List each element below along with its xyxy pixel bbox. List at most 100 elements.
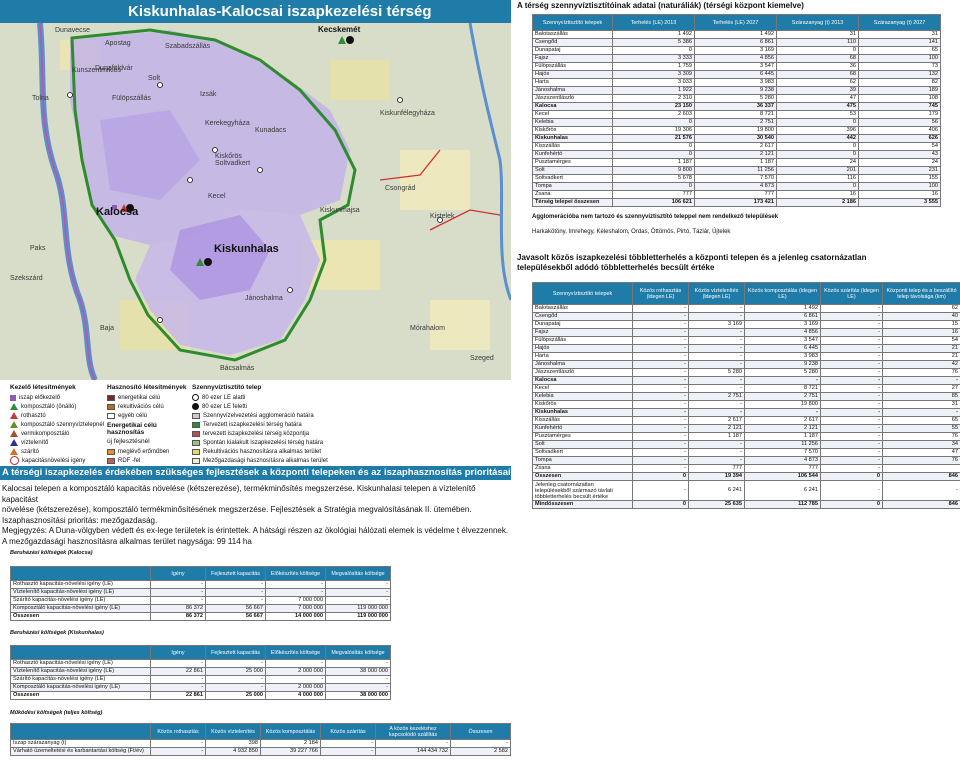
table-row: Kelebia 0 2 751 0 56 bbox=[532, 118, 941, 127]
triangle-icon bbox=[10, 448, 18, 455]
town-label: Kecel bbox=[208, 193, 226, 200]
legend-label: víztelenítő bbox=[21, 439, 49, 446]
table-row: Víztelenítő kapacitás-növelési igény (LE… bbox=[10, 667, 391, 676]
legend-subheading: új fejlesztésnél bbox=[107, 438, 150, 445]
table-cell: 24 bbox=[858, 158, 941, 167]
notes-title: A térségi iszapkezelés érdekében szükség… bbox=[0, 466, 511, 480]
row-label: Jánoshalma bbox=[532, 86, 613, 95]
table-row: Jászszentlászló 2 310 5 280 47 108 bbox=[532, 94, 941, 103]
table-cell: 85 bbox=[882, 392, 960, 401]
table-cell: 106 621 bbox=[612, 198, 695, 207]
table-cell: - bbox=[820, 368, 883, 377]
table-cell: 777 bbox=[612, 190, 695, 199]
table-cell: - bbox=[632, 312, 689, 321]
column-header: Szárazanyag (t) 2013 bbox=[776, 14, 859, 31]
table-cell: - bbox=[632, 432, 689, 441]
row-label: Pusztamérges bbox=[532, 432, 633, 441]
table-row: Kisszállás 0 2 617 0 54 bbox=[532, 142, 941, 151]
table-cell: - bbox=[205, 659, 266, 668]
table-row: Kiskunhalas 21 576 30 540 442 626 bbox=[532, 134, 941, 143]
town-label: Fülöpszállás bbox=[112, 95, 151, 102]
legend-item: iszap előkezelő bbox=[10, 393, 105, 402]
table-cell: 11 256 bbox=[744, 440, 821, 449]
legend-label: rekultivációs célú bbox=[118, 403, 164, 410]
wwtp-data-table: Szennyvíztisztító telepek Terhelés (LE) 2… bbox=[532, 14, 941, 207]
table-row: Komposztáló kapacitás-növelési igény (LE… bbox=[10, 604, 391, 613]
legend-item: szárító bbox=[10, 447, 105, 456]
table-cell: 15 bbox=[882, 320, 960, 329]
table-cell: 82 bbox=[858, 78, 941, 87]
table-cell: 5 280 bbox=[688, 368, 745, 377]
table-cell: 3 333 bbox=[612, 54, 695, 63]
row-label: Összesen bbox=[10, 612, 151, 621]
table-cell: 86 372 bbox=[150, 612, 206, 621]
table-cell: 2 186 bbox=[776, 198, 859, 207]
table-row: Térség telepei összesen 106 621 173 421 2 1… bbox=[532, 198, 941, 207]
legend-item: egyéb célú bbox=[107, 411, 192, 420]
table-cell: 2 617 bbox=[688, 416, 745, 425]
table-cell: 30 540 bbox=[694, 134, 777, 143]
table-cell: - bbox=[688, 376, 745, 385]
table-cell: 62 bbox=[882, 304, 960, 313]
table-row: Balotaszállás 1 492 1 492 31 31 bbox=[532, 30, 941, 39]
map-canvas[interactable]: Kecskemét Szabadszállás Dunavecse Apostag So… bbox=[0, 0, 511, 380]
row-label: Harta bbox=[532, 78, 613, 87]
table-cell: 21 bbox=[882, 344, 960, 353]
table-cell: 2 000 000 bbox=[265, 683, 326, 692]
table-cell: - bbox=[450, 739, 511, 748]
table-cell: 2 582 bbox=[450, 747, 511, 756]
table-cell: 4 000 000 bbox=[265, 691, 326, 700]
legend-heading: Hasznosító létesítmények bbox=[107, 384, 187, 391]
column-header: Közös szárítás (ldegen LE) bbox=[820, 282, 883, 305]
table-cell: - bbox=[265, 659, 326, 668]
table-cell: - bbox=[882, 408, 960, 417]
table-row: Kiskőrös 19 306 19 800 396 406 bbox=[532, 126, 941, 135]
table-row: Várható üzemeltetési és karbantartási kö… bbox=[10, 747, 511, 756]
row-label: Fülöpszállás bbox=[532, 336, 633, 345]
table-cell: - bbox=[375, 739, 451, 748]
table-cell: 27 bbox=[882, 384, 960, 393]
map-title: Kiskunhalas-Kalocsai iszapkezelési térsé… bbox=[0, 0, 511, 23]
town-label: Kunadacs bbox=[255, 127, 287, 134]
legend-item: RDF -fel bbox=[107, 456, 192, 465]
table2-wrapper: Szennyvíztisztító telepek Közös rothasztá… bbox=[532, 282, 960, 509]
legend-item: Szennyvízelvezetési agglomeráció határa bbox=[192, 411, 337, 420]
circle-icon bbox=[192, 394, 199, 401]
table-cell: 1 187 bbox=[694, 158, 777, 167]
table-cell: - bbox=[820, 480, 883, 501]
table-cell: 25 000 bbox=[205, 667, 266, 676]
column-header: Igény bbox=[150, 566, 206, 581]
legend-label: tervezett iszapkezelési térség központja bbox=[203, 430, 310, 437]
table-cell: 34 bbox=[882, 440, 960, 449]
table-cell: 6 861 bbox=[744, 312, 821, 321]
table-cell: 3 555 bbox=[858, 198, 941, 207]
table-row: Kunfehértó 0 2 121 0 43 bbox=[532, 150, 941, 159]
cost-kalocsa-wrapper: Igény Fejlesztett kapacitás Előkészítés kö… bbox=[10, 566, 391, 621]
legend-item: Rekultivációs hasznosításra alkalmas ter… bbox=[192, 447, 337, 456]
table-cell: 112 785 bbox=[744, 500, 821, 509]
row-label: Kiskőrös bbox=[532, 126, 613, 135]
town-label: Apostag bbox=[105, 40, 131, 47]
table-cell: 56 667 bbox=[205, 604, 266, 613]
table-cell: 19 800 bbox=[744, 400, 821, 409]
table-cell: 396 bbox=[776, 126, 859, 135]
legend-heading: Szennyvíztisztító telep bbox=[192, 384, 262, 391]
table-cell: 43 bbox=[858, 150, 941, 159]
table-cell: - bbox=[688, 408, 745, 417]
table-cell: 7 000 000 bbox=[265, 604, 326, 613]
column-header: Közös komposztálás bbox=[260, 723, 321, 740]
table-row: Jelenleg csatornázatlan településekből s… bbox=[532, 480, 960, 501]
table-cell: 745 bbox=[858, 102, 941, 111]
table-row: Rothasztó kapacitás-növelési igény (LE) -… bbox=[10, 580, 391, 589]
table1-note-text: Harkakötöny, Imrehegy, Kéleshalom, Ordas… bbox=[532, 229, 731, 235]
square-icon bbox=[10, 394, 16, 401]
cost-kiskunhalas-table: Igény Fejlesztett kapacitás Előkészítés kö… bbox=[10, 645, 391, 700]
table-cell: - bbox=[632, 440, 689, 449]
table-cell: 173 421 bbox=[694, 198, 777, 207]
row-label: Komposztáló kapacitás-növelési igény (LE… bbox=[10, 604, 151, 613]
table-row: Komposztáló kapacitás-növelési igény (LE… bbox=[10, 683, 391, 692]
table-cell: 56 667 bbox=[205, 612, 266, 621]
town-labels: Kecskemét Szabadszállás Dunavecse Apostag So… bbox=[10, 25, 494, 372]
table-cell: 4 873 bbox=[744, 456, 821, 465]
table-cell: 23 150 bbox=[612, 102, 695, 111]
